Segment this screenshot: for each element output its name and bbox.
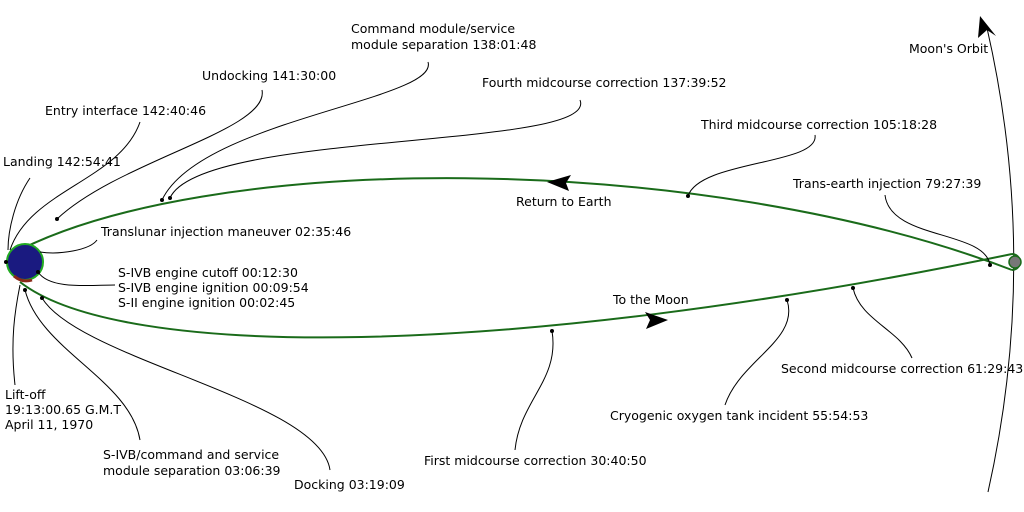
return-arrow-icon [547, 175, 571, 191]
label-first-mcc: First midcourse correction 30:40:50 [424, 453, 647, 468]
label-second-mcc: Second midcourse correction 61:29:43 [781, 361, 1023, 376]
label-tli: Translunar injection maneuver 02:35:46 [100, 224, 351, 239]
label-sivb-separation: S-IVB/command and service module separati… [103, 447, 281, 478]
label-landing: Landing 142:54:41 [3, 154, 121, 169]
label-sivb-events: S-IVB engine cutoff 00:12:30 S-IVB engine… [118, 265, 309, 310]
moon-orbit-arrow-icon [978, 16, 996, 38]
label-docking: Docking 03:19:09 [294, 477, 405, 492]
label-return-to-earth: Return to Earth [516, 194, 612, 209]
label-undocking: Undocking 141:30:00 [202, 68, 336, 83]
label-to-the-moon: To the Moon [612, 292, 689, 307]
event-markers [4, 194, 992, 333]
return-trajectory [7, 177, 1013, 271]
label-moon-orbit: Moon's Orbit [909, 41, 988, 56]
label-third-mcc: Third midcourse correction 105:18:28 [700, 117, 937, 132]
leader-lines [7, 61, 991, 471]
earth-landing-zone [13, 274, 33, 283]
label-fourth-mcc: Fourth midcourse correction 137:39:52 [482, 75, 726, 90]
earth [6, 243, 44, 281]
label-trans-earth-injection: Trans-earth injection 79:27:39 [792, 176, 981, 191]
moon [1008, 255, 1022, 269]
outbound-trajectory [19, 253, 1013, 339]
label-cryo-incident: Cryogenic oxygen tank incident 55:54:53 [610, 408, 868, 423]
to-moon-arrow-icon [645, 312, 668, 329]
label-cm-separation: Command module/service module separation … [351, 21, 536, 52]
label-entry-interface: Entry interface 142:40:46 [45, 103, 206, 118]
label-liftoff: Lift-off 19:13:00.65 G.M.T April 11, 1970 [5, 387, 121, 432]
